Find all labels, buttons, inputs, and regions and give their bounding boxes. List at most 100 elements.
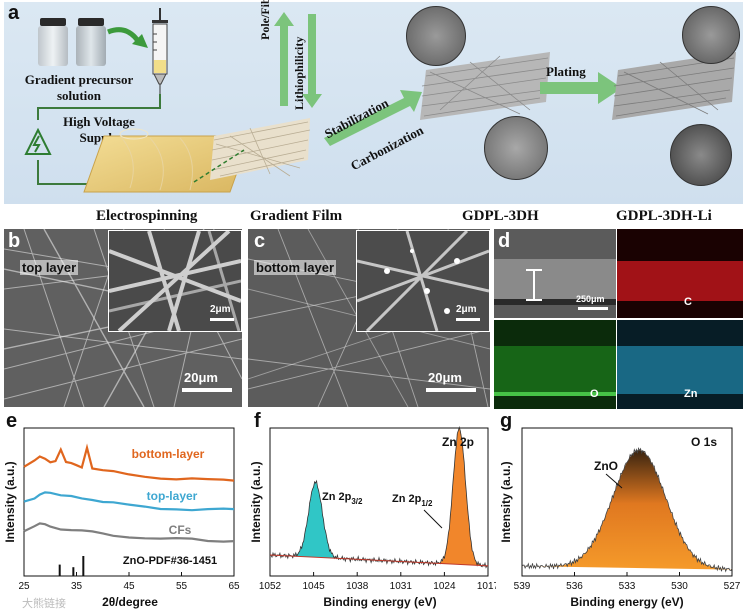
precursor-label: Gradient precursor solution [24, 72, 134, 103]
baseline-line [269, 554, 489, 567]
scale-label-b: 20μm [184, 370, 218, 385]
panel-label-c: c [254, 230, 266, 252]
zn2p-title: Zn 2p [442, 435, 474, 449]
caption-gdpl-3dh: GDPL-3DH [462, 208, 539, 224]
o1s-title: O 1s [691, 435, 717, 449]
eds-c-label: C [684, 296, 692, 308]
zn2p12-label: Zn 2p1/2 [392, 493, 433, 508]
x-tick-label: 1031 [390, 581, 413, 592]
plating-arrow-icon [540, 72, 622, 104]
sem-inset-top-layer [108, 230, 242, 332]
sem-zoom-circle-top [406, 6, 466, 66]
lithiophilicity-label: Lithiophilicity [292, 36, 306, 110]
eds-scale-label: 250μm [576, 294, 605, 304]
li-sem-circle-top [682, 6, 740, 64]
plating-label: Plating [546, 64, 586, 79]
zoom-link-line [193, 149, 245, 183]
caption-electrospinning: Electrospinning [96, 208, 198, 224]
eds-zn-label: Zn [684, 388, 698, 400]
eds-c-map [617, 229, 743, 318]
panel-label-d: d [498, 230, 511, 252]
inset-scalebar-c [456, 318, 480, 321]
zno-leader [605, 473, 623, 489]
zn2p-xlabel: Binding energy (eV) [323, 595, 436, 609]
syringe-icon [152, 8, 168, 94]
sem-zoom-circle-bottom [484, 116, 548, 180]
high-voltage-icon [24, 128, 52, 155]
eds-zn-map [617, 320, 743, 409]
bottom-layer-label: bottom layer [254, 260, 337, 275]
scalebar-b [182, 388, 232, 392]
zn2p-chart: 1052 1045 1038 1031 1024 1017 Binding energy … [249, 426, 496, 609]
series-label-top-layer: top-layer [147, 489, 198, 503]
zn2p12-leader [423, 509, 443, 529]
x-tick-label: 1024 [433, 581, 456, 592]
sem-inset-bottom-layer [356, 230, 490, 332]
inset-scalebar-b [210, 318, 234, 321]
caption-gradient-film: Gradient Film [250, 208, 343, 224]
series-label-cfs: CFs [169, 523, 192, 537]
zno-peak-fill [522, 450, 732, 570]
peak-fill-zn-2p1-2 [431, 428, 488, 566]
x-tick-label: 530 [671, 581, 688, 592]
peak-fill-zn-2p3-2 [287, 482, 344, 559]
panel-label-e: e [6, 410, 18, 432]
collector-plate [83, 128, 251, 193]
x-tick-label: 539 [514, 581, 531, 592]
x-tick-label: 1045 [302, 581, 325, 592]
o1s-ylabel: Intensity (a.u.) [499, 461, 513, 542]
caption-gdpl-3dh-li: GDPL-3DH-Li [616, 208, 712, 224]
o1s-xlabel: Binding energy (eV) [570, 595, 683, 609]
li-sem-circle-bottom [670, 124, 732, 186]
panel-label-b: b [8, 230, 21, 252]
inset-scale-label-b: 2μm [210, 304, 231, 315]
inset-scale-label-c: 2μm [456, 304, 477, 315]
stabilization-arrow-icon [324, 90, 422, 146]
x-tick-label: 527 [724, 581, 741, 592]
x-tick-label: 536 [566, 581, 583, 592]
series-label-bottom-layer: bottom-layer [132, 447, 205, 461]
eds-scalebar [578, 307, 608, 310]
watermark: 大熊链接 [22, 597, 66, 610]
x-tick-label: 1052 [259, 581, 282, 592]
thickness-marker-icon [526, 269, 542, 301]
scale-label-c: 20μm [428, 370, 462, 385]
precursor-bottle-1 [38, 18, 68, 66]
x-tick-label: 35 [71, 581, 83, 592]
eds-sem-tile [494, 229, 616, 318]
gradient-arrows-icon [274, 12, 322, 108]
raw-spectrum-line [269, 426, 489, 569]
xrd-chart: 25 35 45 55 65 2θ/degree Intensity (a.u.) bo… [3, 427, 240, 609]
xrd-xlabel: 2θ/degree [102, 595, 158, 609]
x-tick-label: 533 [619, 581, 636, 592]
gradient-film-image [210, 118, 311, 180]
series-line-top-layer [23, 491, 235, 512]
panel-label-a: a [8, 2, 20, 24]
eds-o-label: O [590, 388, 599, 400]
x-tick-label: 25 [18, 581, 30, 592]
precursor-bottle-2 [76, 18, 106, 66]
panel-label-f: f [254, 410, 261, 432]
zn2p-ylabel: Intensity (a.u.) [249, 461, 263, 542]
series-line-bottom-layer [23, 443, 235, 482]
o1s-chart: 539 536 533 530 527 Binding energy (eV) Inte… [499, 427, 741, 609]
x-tick-label: 1038 [346, 581, 369, 592]
x-tick-label: 55 [176, 581, 188, 592]
x-tick-label: 1017 [477, 581, 496, 592]
pole-fibers-label: Pole/Fibers [258, 0, 272, 40]
panel-label-g: g [500, 410, 513, 432]
gdpl-3dh-mat-image [420, 52, 550, 120]
x-tick-label: 65 [228, 581, 240, 592]
gdpl-3dh-li-mat-image [612, 52, 736, 120]
top-layer-label: top layer [20, 260, 79, 275]
xrd-ylabel: Intensity (a.u.) [3, 461, 17, 542]
zn2p32-label: Zn 2p3/2 [322, 491, 363, 506]
reference-label: ZnO-PDF#36-1451 [123, 555, 217, 567]
series-line-cfs [23, 522, 235, 543]
scalebar-c [426, 388, 476, 392]
o1s-raw-line [521, 446, 733, 573]
zn2p-plot-frame [269, 427, 489, 577]
x-tick-label: 45 [123, 581, 135, 592]
zno-label: ZnO [594, 459, 618, 473]
eds-o-map [494, 320, 616, 409]
